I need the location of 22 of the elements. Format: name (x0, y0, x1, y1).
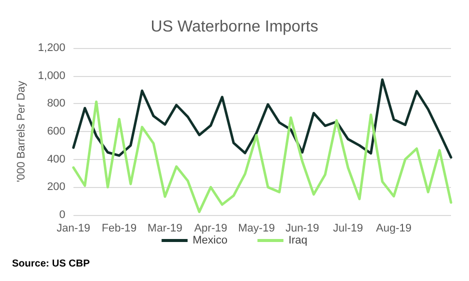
x-tick-label: Jan-19 (56, 222, 90, 234)
y-tick-label: 0 (59, 209, 66, 221)
source-note: Source: US CBP (12, 258, 90, 270)
line-series (72, 100, 452, 214)
x-tick-label: Mar-19 (148, 222, 182, 234)
y-tick-label: 400 (47, 153, 66, 166)
x-tick-label: May-19 (238, 222, 275, 234)
x-tick-label: Feb-19 (102, 222, 137, 234)
y-tick-label: 1,000 (38, 70, 66, 82)
y-tick-label: 600 (47, 126, 66, 138)
y-tick-label: 800 (47, 98, 66, 110)
x-tick-label: Aug-19 (376, 222, 412, 234)
x-tick-label: Jun-19 (285, 222, 320, 234)
y-tick-label: 1,200 (38, 42, 66, 54)
x-tick-label: Apr-19 (194, 222, 228, 234)
y-axis-title: '000 Barrels Per Day (16, 80, 28, 182)
legend-label: Mexico (192, 234, 228, 246)
chart-title: US Waterborne Imports (150, 18, 318, 36)
legend-label: Iraq (288, 234, 308, 246)
x-tick-label: Jul-19 (333, 222, 364, 234)
y-tick-label: 200 (47, 181, 66, 194)
line-series (72, 78, 452, 159)
